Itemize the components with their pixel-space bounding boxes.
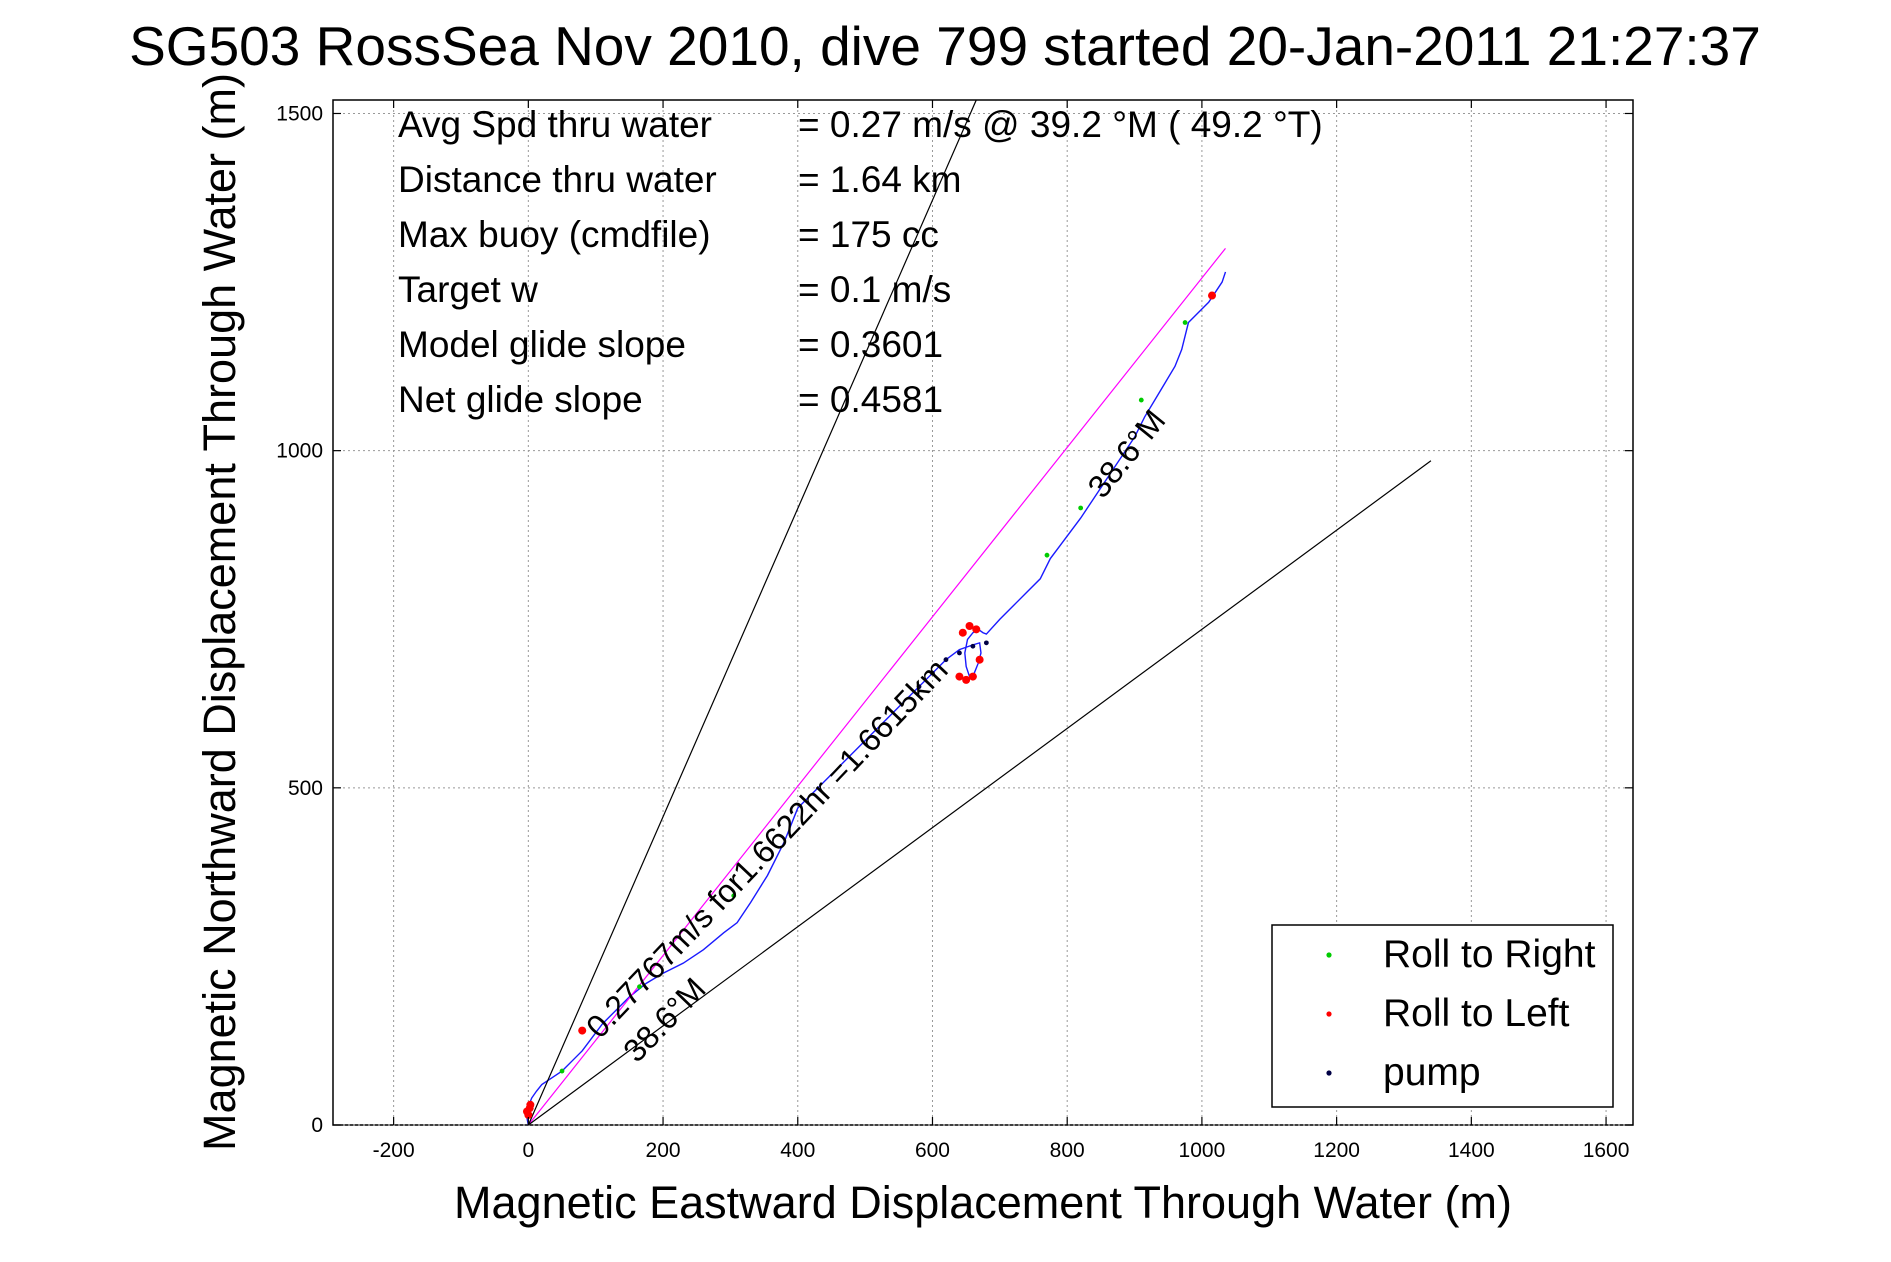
grid [333, 100, 1633, 1126]
y-tick-label: 1000 [276, 440, 323, 463]
chart-title: SG503 RossSea Nov 2010, dive 799 started… [129, 15, 1761, 77]
point-roll-to-left [958, 628, 967, 637]
x-tick-label: 1000 [1179, 1139, 1226, 1162]
point-roll-to-left [1208, 291, 1217, 300]
info-value: = 175 cc [798, 214, 939, 255]
y-tick-label: 500 [288, 777, 323, 800]
info-value: = 1.64 km [798, 159, 962, 200]
point-roll-to-left [526, 1100, 535, 1109]
point-roll-to-right [1078, 505, 1084, 511]
y-tick-label: 0 [311, 1114, 323, 1137]
series-layer [522, 99, 1432, 1126]
legend-entry: pump [1383, 1051, 1481, 1094]
legend-entry: Roll to Right [1383, 933, 1596, 976]
x-tick-label: 1200 [1313, 1139, 1360, 1162]
info-label: Distance thru water [398, 159, 717, 200]
x-tick-label: 800 [1050, 1139, 1085, 1162]
x-tick-label: 400 [780, 1139, 815, 1162]
point-roll-to-left [955, 672, 964, 681]
x-tick-label: 0 [522, 1139, 534, 1162]
legend-marker [1326, 952, 1332, 958]
legend-entry: Roll to Left [1383, 992, 1570, 1035]
info-value: = 0.27 m/s @ 39.2 °M ( 49.2 °T) [798, 104, 1323, 145]
series-track [526, 271, 1227, 1126]
point-roll-to-right [731, 893, 737, 899]
info-value: = 0.1 m/s [798, 269, 951, 310]
point-roll-to-left [522, 1107, 531, 1116]
x-tick-label: 1400 [1448, 1139, 1495, 1162]
info-label: Net glide slope [398, 379, 643, 420]
info-label: Target w [398, 269, 538, 310]
series-net-heading-line [527, 247, 1226, 1126]
point-roll-to-left [972, 625, 981, 634]
y-axis-ticks: 0 500 1000 1500 [276, 102, 1633, 1137]
x-tick-label: 1600 [1583, 1139, 1630, 1162]
heading-label-upper: 38.6°M [1080, 403, 1172, 505]
y-tick-label: 1500 [276, 102, 323, 125]
point-roll-to-left [968, 672, 977, 681]
info-value: = 0.3601 [798, 324, 943, 365]
x-axis-label: Magnetic Eastward Displacement Through W… [454, 1177, 1512, 1228]
series-envelope-line-2 [527, 460, 1432, 1126]
legend: Roll to Right Roll to Left pump [1271, 924, 1614, 1108]
x-axis-ticks: -200 0 200 400 600 800 1000 1200 1400 1600 [373, 100, 1630, 1162]
point-roll-to-right [1182, 320, 1188, 325]
point-roll-to-left [962, 675, 971, 684]
info-value: = 0.4581 [798, 379, 943, 420]
series-envelope-line-1 [527, 99, 977, 1126]
info-label: Max buoy (cmdfile) [398, 214, 711, 255]
point-roll-to-right [1138, 397, 1144, 403]
point-pump [930, 670, 935, 676]
x-tick-label: 600 [915, 1139, 950, 1162]
point-roll-to-right [637, 984, 642, 990]
info-label: Model glide slope [398, 324, 686, 365]
point-roll-to-right [1044, 552, 1050, 558]
point-pump [970, 643, 976, 649]
point-roll-to-left [578, 1026, 587, 1035]
legend-marker [1326, 1011, 1332, 1017]
track-speed-label: 0.27767m/s for1.6622hr =1.6615km [579, 652, 955, 1045]
point-roll-to-right [559, 1068, 565, 1074]
point-pump [916, 684, 922, 690]
legend-marker [1326, 1070, 1332, 1076]
point-pump [983, 640, 989, 646]
y-axis-label: Magnetic Northward Displacement Through … [194, 73, 245, 1151]
plot-area: -200 0 200 400 600 800 1000 1200 1400 1600 0 500 10… [276, 99, 1634, 1162]
x-tick-label: -200 [373, 1139, 415, 1162]
point-roll-to-left [975, 655, 984, 664]
point-pump [943, 657, 949, 663]
point-roll-to-left [965, 621, 974, 630]
info-text-block: Avg Spd thru water = 0.27 m/s @ 39.2 °M (… [398, 104, 1323, 420]
x-tick-label: 200 [646, 1139, 681, 1162]
point-pump [957, 650, 962, 656]
info-label: Avg Spd thru water [398, 104, 712, 145]
